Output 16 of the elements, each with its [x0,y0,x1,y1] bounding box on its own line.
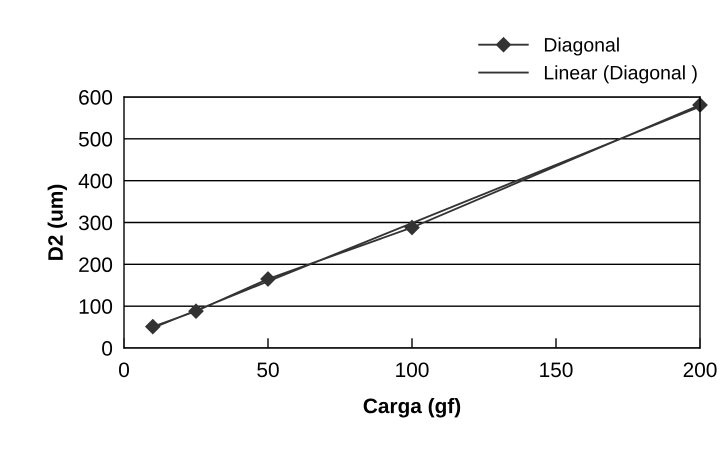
x-tick-label: 150 [540,362,573,378]
y-tick-label: 400 [78,174,112,188]
x-axis-title: Carga (gf) [364,398,460,418]
y-tick-label: 300 [78,216,112,230]
legend-label: Diagonal [544,37,619,56]
legend-label: Linear (Diagonal ) [544,65,697,84]
x-tick-label: 200 [684,362,717,378]
y-tick-label: 600 [79,90,112,105]
x-tick-label: 100 [396,362,429,378]
y-tick-label: 200 [79,257,112,272]
y-tick-label: 0 [102,341,112,356]
y-tick-label: 500 [78,132,112,147]
y-tick-label: 100 [80,299,112,314]
x-tick-label: 0 [119,362,129,378]
y-axis-title: D2 (um) [48,184,68,260]
x-tick-label: 50 [257,362,279,378]
